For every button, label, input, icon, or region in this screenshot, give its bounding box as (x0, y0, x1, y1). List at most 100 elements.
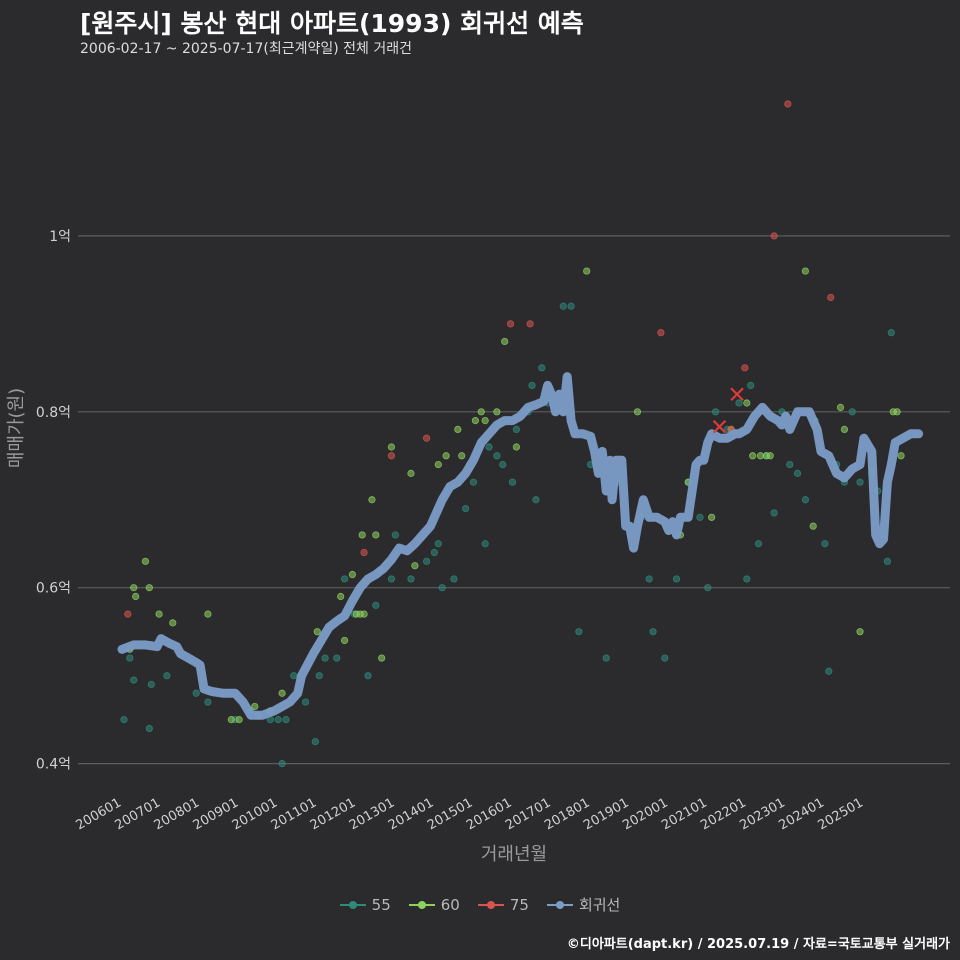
point-55 (512, 425, 521, 433)
point-60 (809, 522, 817, 530)
point-75 (422, 434, 431, 442)
point-75 (741, 364, 749, 372)
point-55 (204, 698, 212, 706)
point-60 (856, 628, 864, 636)
chart-subtitle: 2006-02-17 ~ 2025-07-17(최근계약일) 전체 거래건 (80, 41, 412, 57)
legend-item-regression: 회귀선 (546, 894, 621, 915)
point-55 (825, 667, 833, 675)
point-75 (770, 232, 778, 240)
point-55 (274, 716, 282, 724)
point-60 (368, 496, 376, 504)
point-55 (793, 469, 802, 477)
point-60 (434, 460, 442, 469)
point-55 (848, 408, 856, 416)
point-60 (337, 592, 345, 601)
point-55 (163, 672, 171, 680)
y-axis-title: 매매가(원) (6, 388, 27, 468)
regression-line (117, 372, 924, 720)
point-60 (708, 513, 716, 521)
legend-swatch-regression (546, 898, 573, 912)
point-55 (407, 575, 415, 583)
point-55 (481, 540, 489, 548)
point-55 (735, 399, 743, 407)
point-55 (856, 478, 864, 486)
point-75 (657, 329, 665, 337)
point-60 (442, 452, 450, 460)
y-tick-label: 0.4억 (36, 757, 71, 773)
point-75 (506, 320, 515, 328)
point-60 (155, 610, 163, 618)
point-55 (883, 557, 891, 565)
point-55 (333, 654, 341, 662)
chart-title: [원주시] 봉산 현대 아파트(1993) 회귀선 예측 (80, 9, 584, 38)
point-55 (786, 460, 794, 469)
point-75 (827, 293, 835, 302)
point-75 (784, 100, 792, 108)
point-55 (438, 584, 446, 592)
point-55 (696, 513, 704, 521)
point-60 (278, 689, 286, 697)
legend-swatch-60 (408, 898, 435, 912)
point-55 (290, 672, 298, 680)
point-60 (766, 452, 774, 460)
legend-swatch-75 (477, 898, 504, 912)
point-55 (743, 575, 751, 583)
point-60 (471, 417, 480, 425)
point-55 (462, 504, 470, 513)
point-55 (559, 302, 567, 310)
legend-label-60: 60 (440, 895, 460, 914)
point-55 (391, 531, 399, 539)
point-60 (130, 584, 138, 592)
point-60 (840, 425, 849, 433)
point-55 (321, 654, 329, 662)
point-60 (454, 425, 462, 433)
point-55 (469, 478, 478, 486)
x-axis-title: 거래년월 (481, 844, 547, 865)
point-75 (387, 452, 396, 460)
point-60 (411, 562, 419, 570)
point-55 (434, 540, 442, 548)
y-tick-label: 0.6억 (36, 581, 71, 597)
legend: 55 60 75 회귀선 (0, 894, 960, 915)
point-55 (538, 364, 546, 372)
point-60 (756, 452, 765, 460)
footer-credit: ©디아파트(dapt.kr) / 2025.07.19 / 자료=국토교통부 실… (566, 937, 950, 952)
point-60 (407, 469, 415, 477)
point-55 (301, 698, 310, 706)
point-55 (126, 654, 134, 662)
point-75 (526, 320, 534, 328)
point-60 (801, 267, 809, 275)
point-55 (801, 496, 809, 504)
point-55 (120, 716, 128, 724)
point-55 (311, 738, 319, 746)
point-60 (836, 403, 845, 412)
prediction-marker (730, 387, 744, 401)
legend-item-60: 60 (408, 894, 460, 915)
point-55 (340, 575, 349, 583)
point-55 (450, 575, 458, 583)
x-tick-label: 202501 (815, 795, 865, 833)
point-55 (528, 381, 536, 390)
point-55 (192, 689, 200, 697)
point-55 (887, 329, 895, 337)
point-55 (315, 672, 323, 680)
legend-swatch-55 (339, 898, 366, 912)
point-55 (704, 584, 712, 592)
point-55 (672, 575, 681, 583)
point-60 (387, 443, 396, 451)
point-60 (458, 452, 466, 460)
y-tick-label: 1억 (49, 229, 71, 245)
point-60 (372, 531, 380, 539)
point-55 (770, 509, 778, 517)
point-60 (169, 619, 177, 627)
y-tick-label: 0.8억 (36, 405, 71, 421)
point-60 (145, 584, 153, 592)
point-55 (711, 408, 720, 416)
point-55 (430, 548, 438, 557)
point-55 (821, 540, 829, 548)
legend-label-regression: 회귀선 (578, 896, 621, 914)
point-60 (204, 610, 212, 618)
point-60 (481, 417, 489, 425)
legend-label-75: 75 (509, 895, 529, 914)
point-60 (313, 628, 321, 636)
